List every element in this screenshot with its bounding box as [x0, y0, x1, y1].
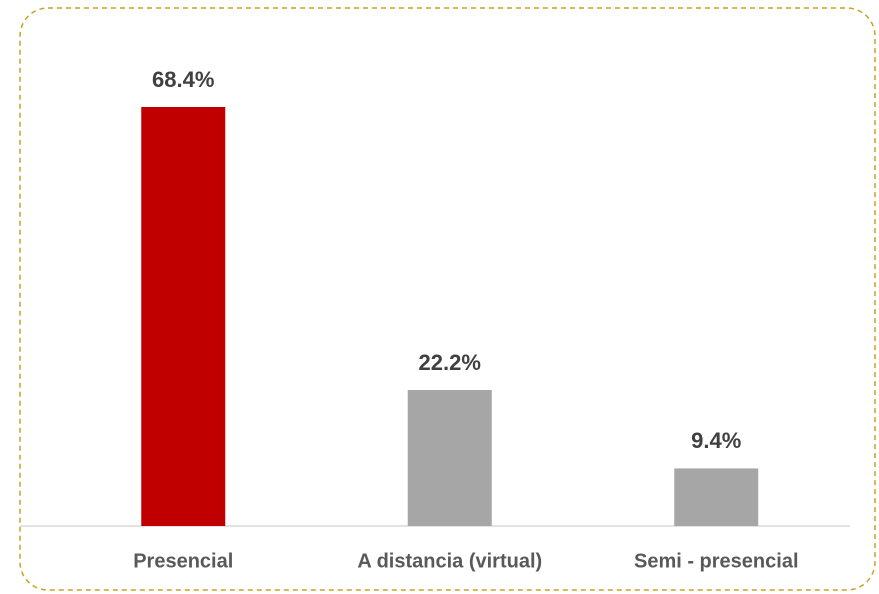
x-tick-label: Semi - presencial [634, 550, 799, 572]
bar [407, 390, 492, 526]
value-label: 9.4% [691, 428, 741, 453]
bar [674, 468, 759, 526]
x-tick-label: Presencial [133, 550, 233, 572]
value-label: 68.4% [152, 67, 214, 92]
frame [19, 7, 876, 591]
bar [141, 107, 226, 526]
value-label: 22.2% [419, 350, 481, 375]
x-tick-label: A distancia (virtual) [357, 550, 542, 572]
